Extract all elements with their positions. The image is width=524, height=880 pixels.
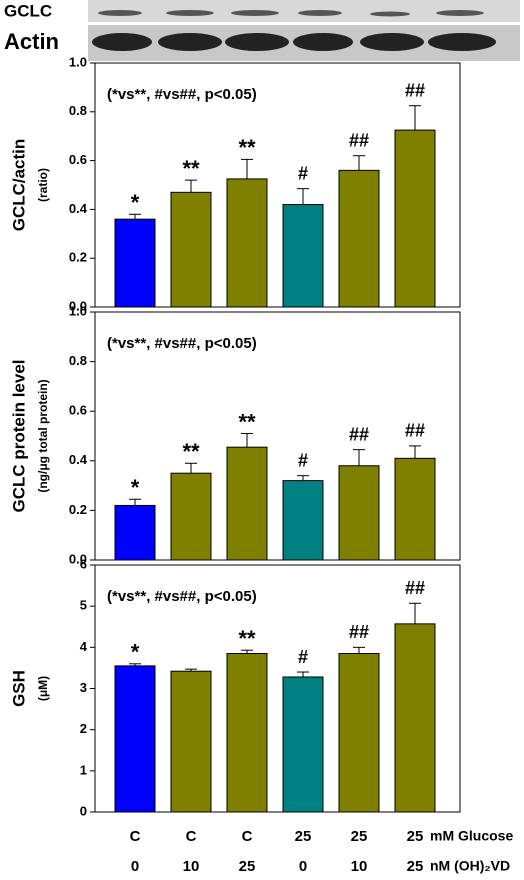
significance-label: ##: [349, 622, 369, 642]
bar: [394, 129, 436, 308]
y-tick-label: 1.0: [69, 303, 87, 318]
x-tick-label: 10: [183, 858, 200, 875]
y-axis-unit: (μM): [36, 676, 50, 701]
plot-frame: [94, 311, 461, 561]
x-tick-label: C: [130, 828, 141, 845]
significance-label: **: [182, 439, 200, 464]
bar: [170, 472, 212, 561]
bar: [170, 191, 212, 308]
bar: [114, 218, 156, 308]
y-tick-label: 0.6: [69, 403, 87, 418]
significance-label: **: [182, 156, 200, 181]
bar: [338, 465, 380, 561]
significance-label: ##: [405, 421, 425, 441]
significance-label: ##: [405, 578, 425, 598]
y-tick-label: 0.0: [69, 551, 87, 566]
bar: [394, 457, 436, 561]
y-tick-label: 0.2: [69, 502, 87, 517]
y-tick-label: 0.2: [69, 250, 87, 265]
western-blot: GCLC Actin: [4, 0, 520, 61]
significance-label: ##: [349, 424, 369, 444]
x-tick-label: 0: [299, 858, 307, 875]
bar: [282, 480, 324, 561]
y-tick-label: 5: [80, 598, 87, 613]
significance-label: *: [131, 190, 140, 215]
x-tick-label: C: [186, 828, 197, 845]
x-tick-label: 25: [295, 828, 312, 845]
bar: [394, 623, 436, 813]
annotation: (*vs**, #vs##, p<0.05): [107, 335, 257, 352]
y-tick-label: 0.0: [69, 298, 87, 313]
significance-label: *: [131, 475, 140, 500]
x-tick-label: 25: [239, 858, 256, 875]
significance-label: **: [238, 409, 256, 434]
bar: [226, 446, 268, 561]
bar: [114, 504, 156, 561]
significance-label: ##: [349, 130, 369, 150]
y-tick-label: 6: [80, 556, 87, 571]
significance-label: #: [298, 647, 308, 667]
y-tick-label: 1.0: [69, 54, 87, 69]
bar: [282, 204, 324, 308]
y-tick-label: 4: [80, 639, 88, 654]
x-tick-label: C: [242, 828, 253, 845]
y-tick-label: 0.8: [69, 103, 87, 118]
blot-label: GCLC: [4, 1, 52, 20]
significance-label: **: [238, 135, 256, 160]
bar: [114, 665, 156, 813]
y-tick-label: 0: [80, 803, 87, 818]
blot-bands: [92, 33, 496, 51]
y-tick-label: 2: [80, 721, 87, 736]
x-tick-label: 25: [407, 858, 424, 875]
y-axis-label: GSH: [9, 670, 28, 707]
significance-label: ##: [405, 80, 425, 100]
y-tick-label: 0.6: [69, 152, 87, 167]
y-tick-label: 3: [80, 680, 87, 695]
y-tick-label: 0.4: [69, 452, 88, 467]
significance-label: #: [298, 450, 308, 470]
annotation: (*vs**, #vs##, p<0.05): [107, 86, 257, 103]
y-tick-label: 0.8: [69, 353, 87, 368]
bar: [282, 676, 324, 813]
y-tick-label: 1: [80, 762, 87, 777]
bar: [338, 169, 380, 308]
bar: [170, 670, 212, 813]
significance-label: *: [131, 640, 140, 665]
x-row-unit: nM (OH)₂VD: [430, 858, 510, 874]
significance-label: **: [238, 626, 256, 651]
y-tick-label: 0.4: [69, 201, 88, 216]
bar: [226, 653, 268, 813]
bar: [226, 178, 268, 308]
y-axis-label: GCLC/actin: [9, 139, 28, 232]
x-tick-label: 25: [407, 828, 424, 845]
plot-frame: [94, 62, 461, 308]
significance-label: #: [298, 163, 308, 183]
x-tick-label: 10: [351, 858, 368, 875]
y-axis-unit: (ratio): [36, 168, 50, 202]
x-tick-label: 0: [131, 858, 139, 875]
blot-label: Actin: [4, 29, 59, 54]
y-axis-unit: (ng/μg total protein): [36, 379, 50, 492]
x-tick-label: 25: [351, 828, 368, 845]
y-axis-label: GCLC protein level: [9, 359, 28, 512]
annotation: (*vs**, #vs##, p<0.05): [107, 588, 257, 605]
blot-bands: [98, 10, 484, 17]
x-row-unit: mM Glucose: [430, 828, 513, 844]
bar: [338, 653, 380, 813]
